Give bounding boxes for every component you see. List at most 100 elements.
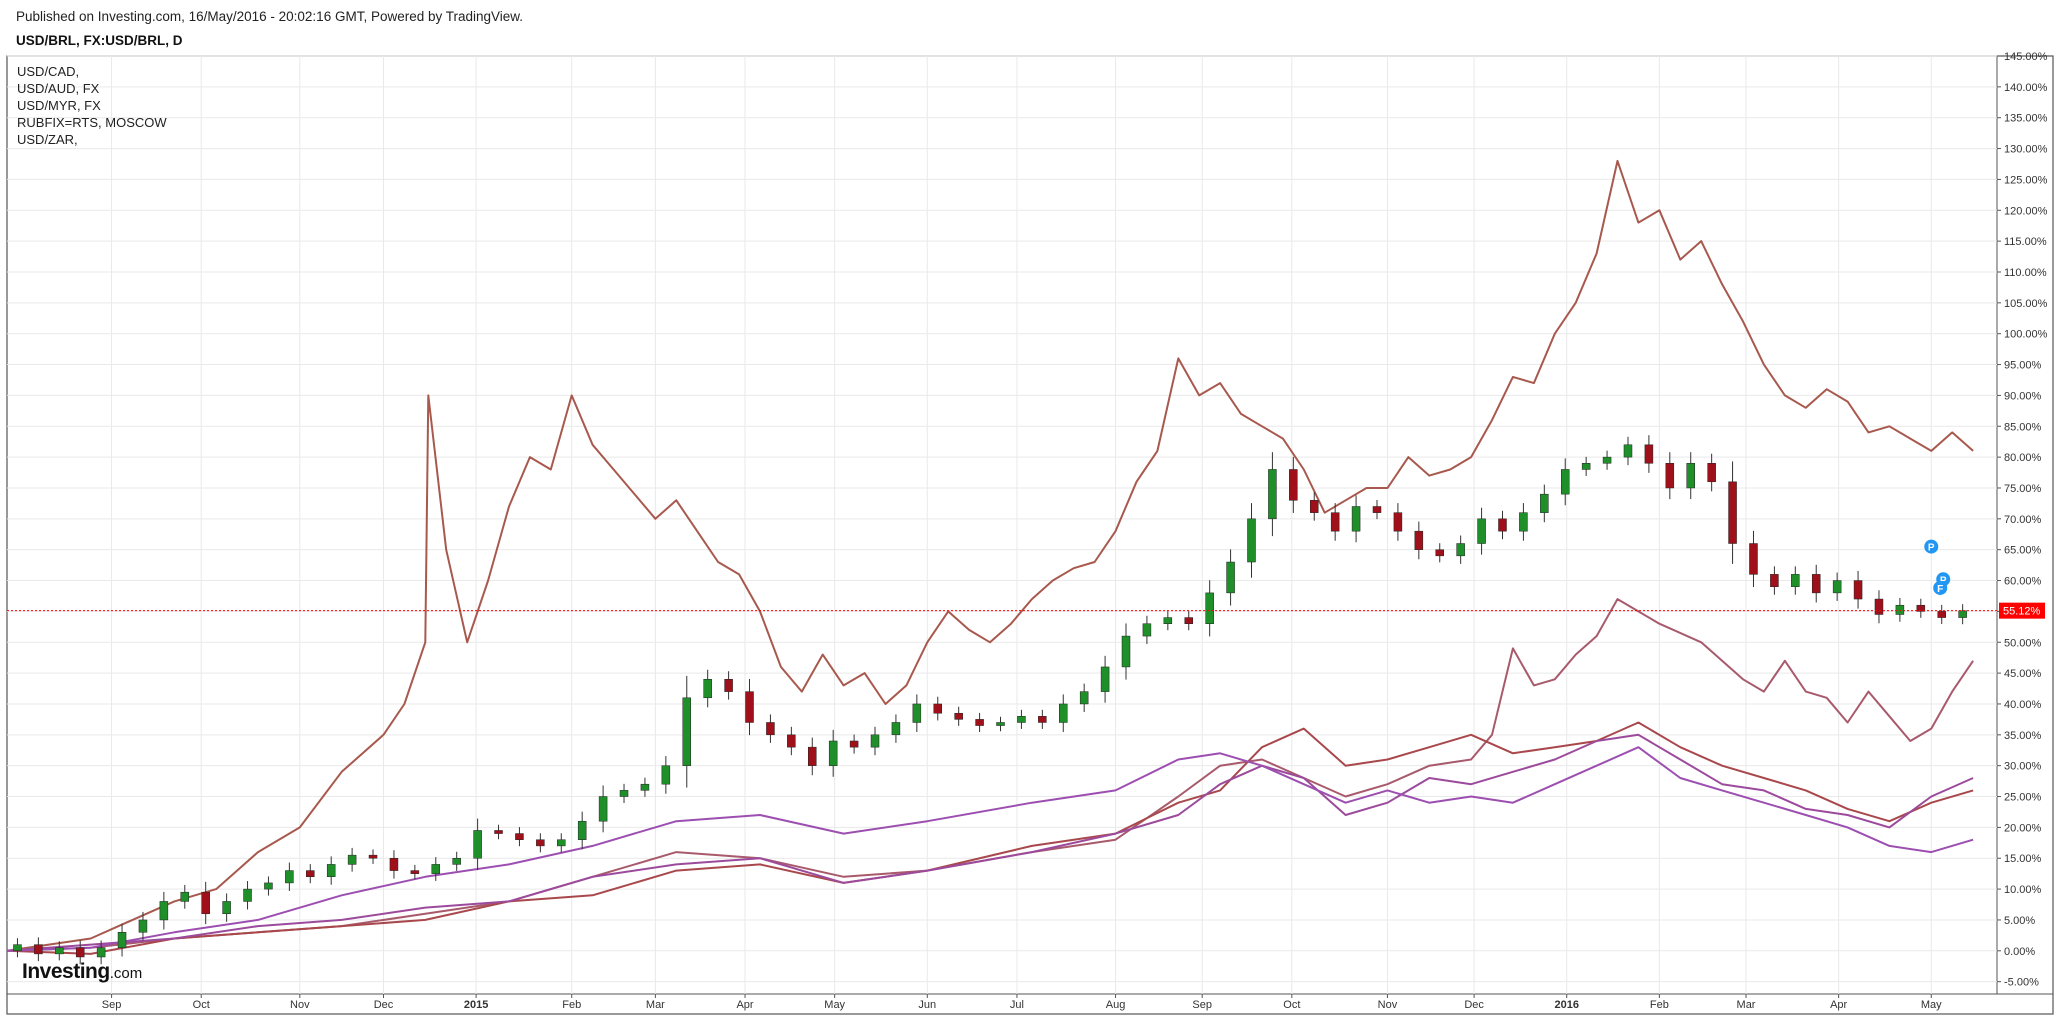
candle-body <box>1686 463 1695 489</box>
candle-body <box>243 888 252 902</box>
x-tick-label: Feb <box>1650 999 1669 1011</box>
candle-body <box>201 891 210 915</box>
candle-body <box>640 783 650 791</box>
x-tick-label: Sep <box>1192 999 1212 1011</box>
legend-item-rub: RUBFIX=RTS, MOSCOW <box>17 115 167 130</box>
x-tick-label: 2016 <box>1554 999 1578 1011</box>
candle-body <box>431 864 441 874</box>
y-tick-label: 145.00% <box>2004 51 2048 63</box>
candle-body <box>954 712 963 720</box>
candle-body <box>1351 506 1361 532</box>
candle-body <box>494 830 503 834</box>
candle-body <box>326 864 336 878</box>
y-tick-label: 20.00% <box>2004 822 2042 834</box>
candles <box>13 435 1967 965</box>
candle-body <box>1372 506 1382 513</box>
y-tick-label: 115.00% <box>2004 236 2047 248</box>
event-marker-label: P <box>1940 575 1947 586</box>
candle-body <box>222 901 231 915</box>
candle-body <box>117 932 127 948</box>
legend-item-myr: USD/MYR, FX <box>17 98 101 113</box>
x-tick-label: Aug <box>1106 999 1126 1011</box>
y-tick-label: 90.00% <box>2004 390 2042 402</box>
published-caption: Published on Investing.com, 16/May/2016 … <box>16 9 524 24</box>
candle-body <box>828 740 838 766</box>
candle-body <box>1874 598 1884 615</box>
candle-body <box>1958 610 1967 618</box>
time-axis[interactable]: Sep Oct Nov Dec 2015 Feb Mar Apr May Jun Jul Aug Sep… <box>102 994 1942 1011</box>
candle-body <box>389 857 399 871</box>
event-marker[interactable] <box>1924 539 1939 554</box>
candle-body <box>1247 518 1256 563</box>
y-tick-label: 85.00% <box>2004 421 2042 433</box>
candle-body <box>473 830 482 859</box>
event-marker[interactable] <box>1933 580 1948 595</box>
y-tick-label: 50.00% <box>2004 637 2042 649</box>
y-tick-label: -5.00% <box>2004 977 2039 989</box>
candle-body <box>1853 580 1863 600</box>
candle-body <box>703 679 712 699</box>
x-tick-label: Mar <box>646 999 665 1011</box>
candle-body <box>138 919 148 933</box>
candle-body <box>75 947 85 958</box>
y-tick-label: 15.00% <box>2004 853 2042 865</box>
y-tick-label: 65.00% <box>2004 545 2042 557</box>
candle-body <box>306 870 315 877</box>
candle-body <box>13 944 22 952</box>
candle-body <box>1184 617 1193 624</box>
legend: USD/CAD, USD/AUD, FX USD/MYR, FX RUBFIX=… <box>17 63 167 148</box>
candle-body <box>347 854 357 865</box>
series-line-cad <box>6 733 1974 952</box>
candle-body <box>55 947 64 955</box>
candle-body <box>515 833 524 840</box>
candle-body <box>870 734 880 748</box>
candle-body <box>264 882 273 890</box>
candle-body <box>682 697 692 766</box>
candle-body <box>1393 512 1403 532</box>
x-tick-label: Mar <box>1737 999 1756 1011</box>
candle-body <box>619 790 629 797</box>
x-tick-label: Sep <box>102 999 122 1011</box>
event-marker-label: P <box>1928 543 1935 554</box>
candle-body <box>1644 444 1654 464</box>
x-tick-label: Nov <box>1378 999 1398 1011</box>
candle-body <box>766 722 775 736</box>
legend-item-zar: USD/ZAR, <box>17 132 78 147</box>
candle-body <box>1163 617 1173 624</box>
candle-body <box>368 854 378 859</box>
candle-body <box>1832 580 1842 594</box>
candle-body <box>410 870 420 874</box>
series-layer <box>6 159 1974 955</box>
candle-body <box>159 901 169 921</box>
candle-body <box>1079 691 1089 705</box>
x-tick-label: Apr <box>1830 999 1847 1011</box>
x-tick-label: Jul <box>1010 999 1024 1011</box>
candle-body <box>1811 574 1821 594</box>
candle-body <box>1749 543 1758 575</box>
candle-body <box>849 740 859 748</box>
candle-body <box>1289 469 1298 501</box>
candle-body <box>1540 493 1549 513</box>
candle-body <box>1456 543 1465 557</box>
candle-body <box>1038 716 1047 723</box>
series-line-zar <box>6 598 1974 952</box>
candle-body <box>912 703 922 723</box>
legend-item-aud: USD/AUD, FX <box>17 81 100 96</box>
legend-item-cad: USD/CAD, <box>17 64 80 79</box>
y-tick-label: 40.00% <box>2004 699 2042 711</box>
candle-body <box>975 719 984 726</box>
x-tick-label: Oct <box>193 999 210 1011</box>
candle-body <box>180 891 190 902</box>
candle-body <box>557 839 566 847</box>
y-tick-label: 30.00% <box>2004 761 2042 773</box>
y-tick-label: 80.00% <box>2004 452 2042 464</box>
candle-body <box>1623 444 1633 458</box>
candle-body <box>34 944 43 955</box>
candle-body <box>1519 512 1528 532</box>
event-markers[interactable]: PPF <box>1924 539 1951 595</box>
price-axis[interactable]: -5.00% 0.00% 5.00% 10.00% 15.00% 20.00% 25.00%… <box>1997 51 2048 989</box>
x-tick-label: Nov <box>290 999 310 1011</box>
y-tick-label: 75.00% <box>2004 483 2042 495</box>
y-tick-label: 5.00% <box>2004 915 2035 927</box>
